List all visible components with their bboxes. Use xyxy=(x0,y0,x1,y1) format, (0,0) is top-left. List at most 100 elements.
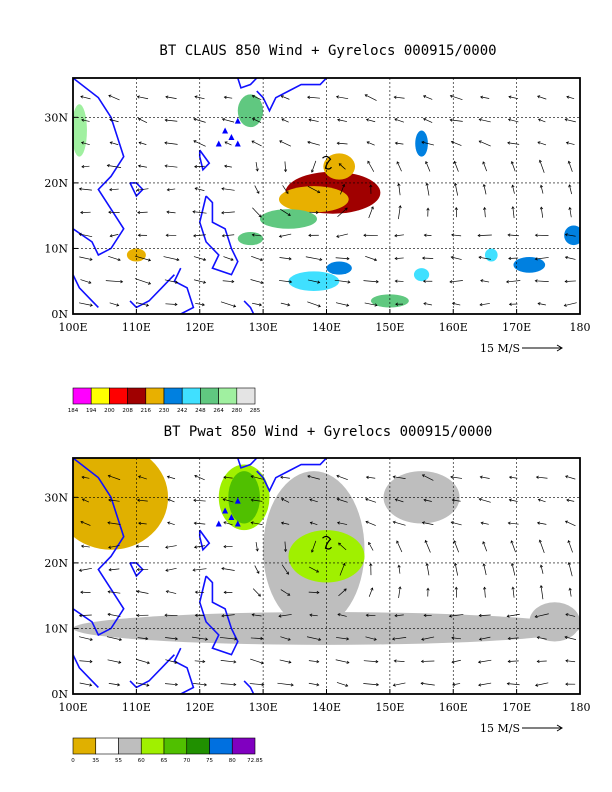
wind-vector-head xyxy=(80,544,84,548)
wind-vector xyxy=(394,234,404,237)
wind-vector xyxy=(165,683,178,686)
wind-vector-head xyxy=(480,279,484,283)
wind-vector xyxy=(223,498,234,503)
wind-vector xyxy=(568,161,573,172)
wind-vector-head xyxy=(167,521,171,525)
wind-vector xyxy=(280,589,290,596)
wind-vector-head xyxy=(507,636,511,641)
wind-vector-head xyxy=(480,95,484,99)
wind-vector-head xyxy=(423,302,427,306)
wind-vector-head xyxy=(505,280,510,284)
wind-vector xyxy=(565,118,576,123)
wind-vector xyxy=(251,522,263,525)
wind-vector-head xyxy=(257,593,261,597)
wind-vector-head xyxy=(89,659,93,664)
wind-vector xyxy=(336,637,349,640)
wind-vector xyxy=(165,165,178,168)
wind-vector xyxy=(395,499,404,503)
wind-vector xyxy=(512,587,515,598)
wind-vector-head xyxy=(309,613,313,617)
wind-vector-head xyxy=(336,521,341,525)
y-tick-label: 0N xyxy=(51,688,68,701)
wind-vector xyxy=(537,636,547,640)
wind-vector-head xyxy=(146,683,150,687)
wind-vector xyxy=(564,636,577,640)
wind-vector-head xyxy=(251,94,255,98)
wind-vector-head xyxy=(165,590,169,594)
wind-vector xyxy=(279,280,292,283)
field-region xyxy=(228,471,260,524)
field-region xyxy=(278,186,349,213)
field-region xyxy=(237,232,264,246)
wind-vector xyxy=(280,302,290,306)
colorbar-tick-label: 70 xyxy=(183,758,190,764)
wind-vector xyxy=(136,302,149,306)
wind-vector-head xyxy=(137,210,141,215)
wind-vector xyxy=(219,637,237,640)
x-tick-label: 110E xyxy=(122,701,151,714)
colorbar-swatch xyxy=(95,737,119,755)
wind-vector-head xyxy=(203,683,208,687)
wind-vector xyxy=(483,563,487,576)
wind-vector xyxy=(193,568,207,571)
wind-vector xyxy=(363,683,379,686)
wind-vector xyxy=(398,183,401,196)
wind-vector-head xyxy=(287,303,291,307)
wind-vector xyxy=(508,522,519,525)
gyre-marker xyxy=(228,134,235,140)
wind-vector-head xyxy=(421,140,425,145)
wind-vector-head xyxy=(343,588,347,592)
coastline xyxy=(129,654,175,689)
wind-vector xyxy=(167,498,175,503)
coastline xyxy=(73,78,125,257)
wind-vector-head xyxy=(477,660,482,664)
wind-vector-head xyxy=(201,303,205,307)
wind-vector-head xyxy=(193,117,197,121)
wind-vector-head xyxy=(451,660,455,664)
wind-vector xyxy=(480,280,490,283)
wind-vector-head xyxy=(422,95,427,99)
colorbar-tick-label: 208 xyxy=(122,408,133,414)
wind-vector-head xyxy=(397,183,401,187)
wind-vector-head xyxy=(566,498,570,502)
wind-vector xyxy=(336,96,349,100)
wind-vector xyxy=(393,521,406,526)
wind-vector-head xyxy=(375,280,379,284)
wind-vector xyxy=(393,682,406,686)
wind-vector xyxy=(222,280,234,283)
wind-vector-head xyxy=(307,95,311,99)
wind-vector xyxy=(368,587,373,597)
wind-vector-head xyxy=(370,206,374,210)
wind-vector-head xyxy=(285,190,289,194)
colorbar-swatch xyxy=(200,387,219,405)
wind-vector-head xyxy=(316,659,320,664)
wind-vector xyxy=(539,539,545,554)
wind-vector-head xyxy=(423,498,427,502)
coastline xyxy=(129,274,175,309)
wind-vector xyxy=(337,142,348,145)
wind-vector-head xyxy=(394,613,398,618)
wind-vector xyxy=(512,206,515,219)
wind-vector xyxy=(535,613,549,618)
wind-vector-head xyxy=(222,498,226,502)
wind-vector xyxy=(508,96,519,100)
wind-vector xyxy=(568,540,573,553)
wind-vector-head xyxy=(255,168,259,172)
wind-vector xyxy=(569,588,572,597)
wind-vector xyxy=(278,614,292,617)
wind-vector xyxy=(367,161,375,172)
gyre-marker xyxy=(215,140,222,147)
wind-vector-head xyxy=(221,234,225,238)
wind-vector-head xyxy=(233,660,237,664)
wind-vector-head xyxy=(478,637,482,641)
wind-vector xyxy=(80,279,91,284)
wind-vector xyxy=(108,545,120,548)
wind-vector xyxy=(251,499,263,502)
wind-vector-head xyxy=(537,95,541,99)
reference-vector-label: 15 M/S xyxy=(480,722,520,735)
x-tick-label: 100E xyxy=(58,701,87,714)
wind-vector xyxy=(398,205,401,220)
wind-vector-head xyxy=(450,140,454,144)
wind-vector-head xyxy=(310,169,314,173)
wind-vector xyxy=(109,568,120,571)
